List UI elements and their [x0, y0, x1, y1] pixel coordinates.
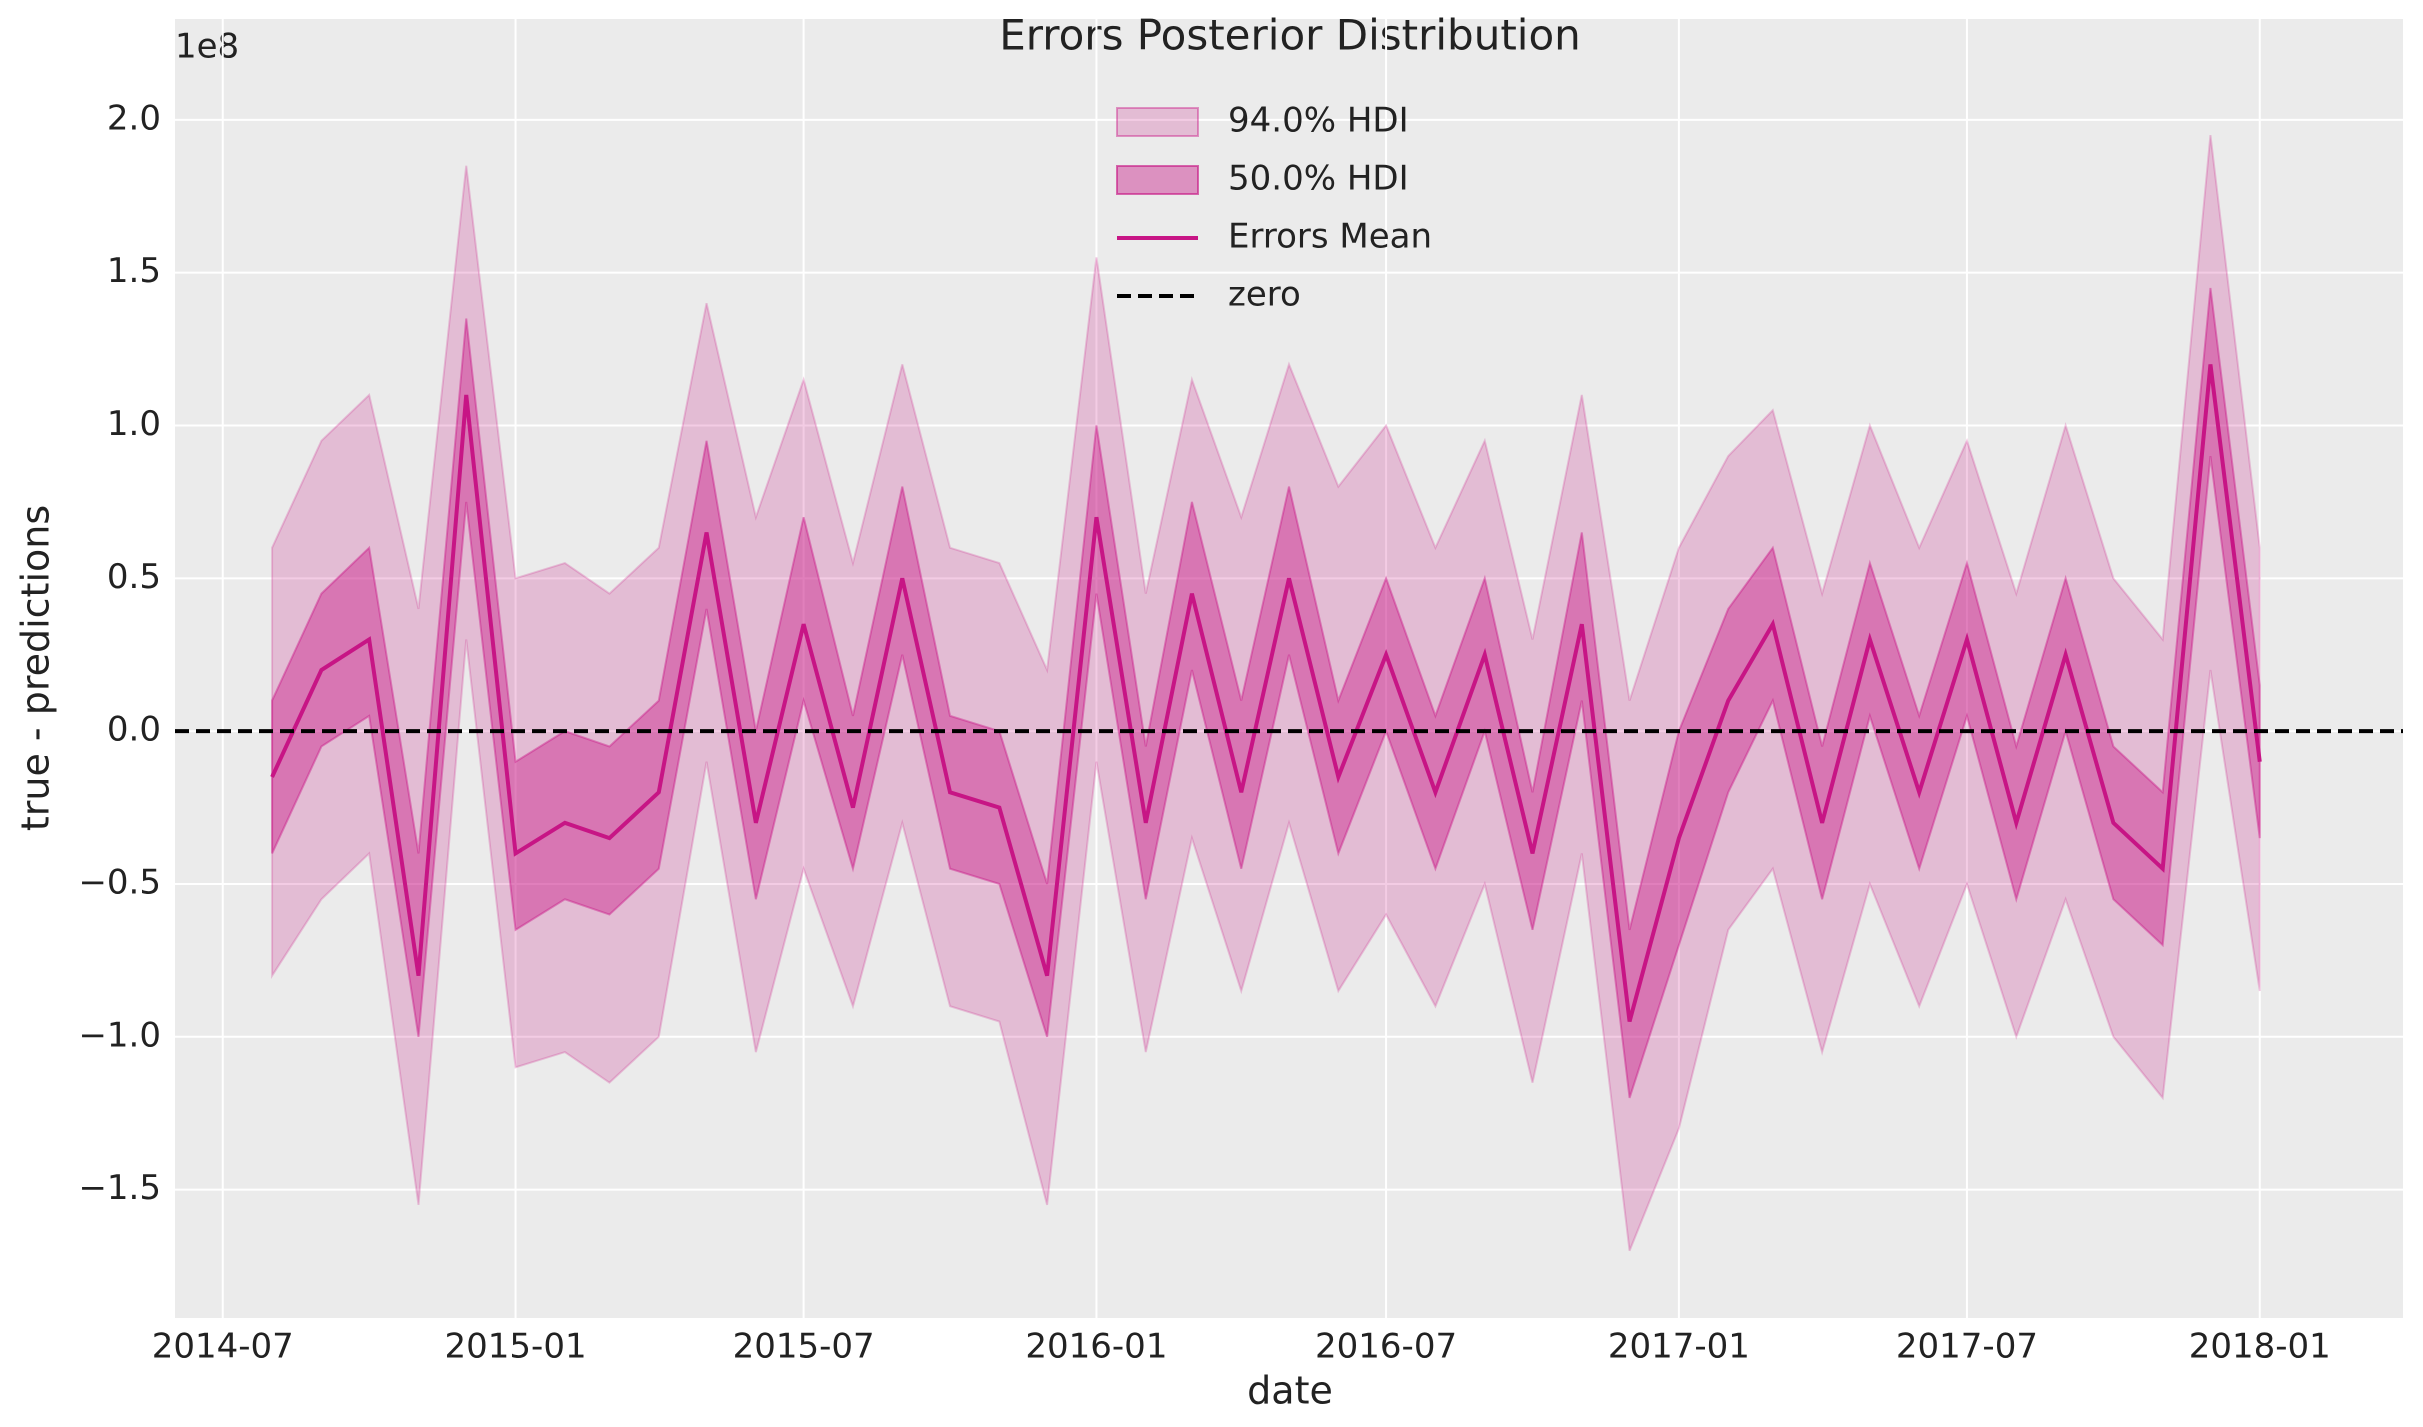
legend-label: 50.0% HDI	[1228, 159, 1409, 199]
y-tick-label: 2.0	[107, 98, 161, 138]
hdi-band	[271, 135, 2261, 1252]
mean-line	[270, 364, 2262, 1023]
legend-label: 94.0% HDI	[1228, 101, 1409, 141]
legend-label: zero	[1228, 275, 1301, 315]
legend-swatch	[1116, 107, 1199, 137]
y-tick-label: 0.5	[107, 557, 161, 597]
y-tick-label: −1.5	[78, 1168, 161, 1208]
plot-background	[175, 19, 2403, 1318]
x-tick-label: 2016-07	[1315, 1327, 1457, 1367]
chart-title: Errors Posterior Distribution	[999, 11, 1581, 60]
x-tick-label: 2015-01	[445, 1327, 587, 1367]
x-tick-label: 2014-07	[152, 1327, 294, 1367]
y-tick-label: 1.5	[107, 251, 161, 291]
y-tick-label: −1.0	[78, 1015, 161, 1055]
x-tick-label: 2016-01	[1025, 1327, 1167, 1367]
x-tick-label: 2017-01	[1608, 1327, 1750, 1367]
y-tick-label: 0.0	[107, 710, 161, 750]
y-tick-label: −0.5	[78, 862, 161, 902]
x-tick-label: 2017-07	[1896, 1327, 2038, 1367]
y-axis-label: true - predictions	[14, 505, 58, 831]
x-axis-label: date	[1247, 1369, 1333, 1413]
x-tick-label: 2015-07	[733, 1327, 875, 1367]
legend-label: Errors Mean	[1228, 217, 1432, 257]
y-tick-label: 1.0	[107, 404, 161, 444]
hdi-band	[271, 287, 2261, 1099]
y-offset-label: 1e8	[175, 27, 239, 67]
x-tick-label: 2018-01	[2189, 1327, 2331, 1367]
legend-swatch	[1116, 165, 1199, 195]
